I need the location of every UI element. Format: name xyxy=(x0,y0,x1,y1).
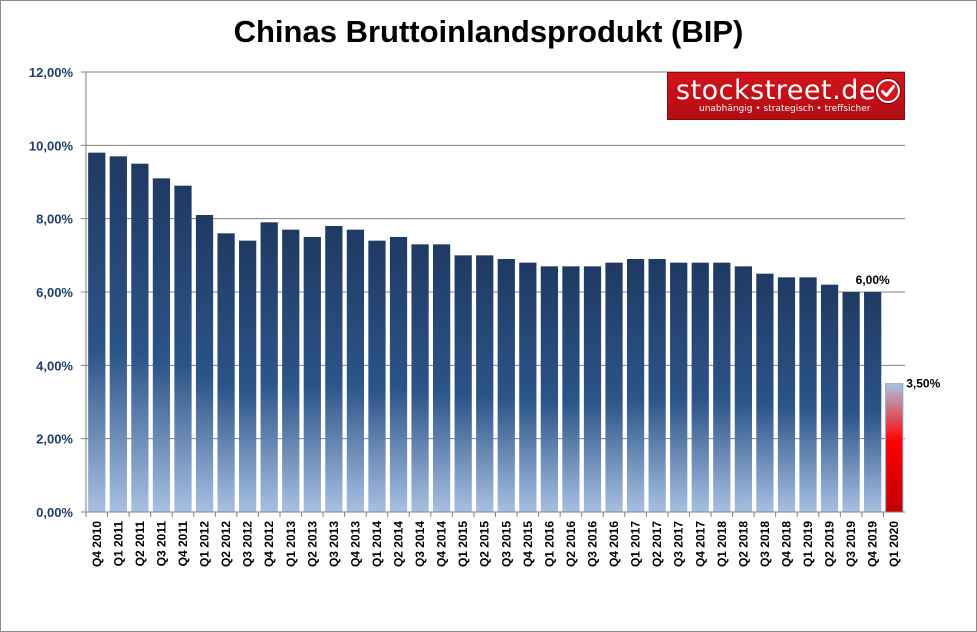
x-tick-label: Q1 2017 xyxy=(629,521,643,567)
bar xyxy=(282,229,300,512)
bar xyxy=(88,152,106,512)
bar xyxy=(389,237,408,512)
bar xyxy=(152,178,171,513)
x-tick-label: Q2 2014 xyxy=(392,521,406,567)
y-tick-label: 0,00% xyxy=(36,505,73,520)
bar xyxy=(109,156,127,513)
y-tick-label: 6,00% xyxy=(36,285,73,300)
data-label: 6,00% xyxy=(856,273,890,287)
x-tick-label: Q4 2019 xyxy=(866,521,880,567)
bar xyxy=(648,259,666,512)
bar xyxy=(454,255,472,513)
bar xyxy=(734,266,752,512)
x-tick-label: Q1 2013 xyxy=(284,521,298,567)
bar xyxy=(497,259,515,512)
logo-tagline: unabhängig • strategisch • treffsicher xyxy=(699,104,871,114)
x-tick-label: Q4 2018 xyxy=(779,521,793,567)
bar xyxy=(368,240,386,512)
x-tick-label: Q3 2018 xyxy=(758,521,772,567)
bar xyxy=(626,259,645,512)
x-tick-label: Q2 2015 xyxy=(478,521,492,567)
y-axis-ticks: 0,00% 2,00% 4,00% 6,00% 8,00% 10,00% 12,00% xyxy=(29,65,86,520)
x-tick-label: Q4 2016 xyxy=(607,521,621,567)
bar xyxy=(799,277,817,512)
bar-highlight xyxy=(885,383,904,513)
x-tick-label: Q4 2012 xyxy=(262,521,276,567)
x-tick-label: Q4 2015 xyxy=(521,521,535,567)
x-tick-label: Q3 2016 xyxy=(585,521,599,567)
bar xyxy=(691,262,709,512)
x-tick-label: Q1 2011 xyxy=(111,521,125,567)
x-tick-label: Q1 2016 xyxy=(542,521,556,567)
x-tick-label: Q1 2018 xyxy=(715,521,729,567)
bar xyxy=(195,215,214,512)
x-tick-label: Q3 2014 xyxy=(413,521,427,567)
x-tick-label: Q2 2012 xyxy=(219,521,233,567)
x-tick-label: Q2 2019 xyxy=(823,521,837,567)
bar xyxy=(476,255,494,513)
bars xyxy=(88,152,904,513)
bar xyxy=(605,262,623,512)
x-axis-ticks: Q4 2010 Q1 2011 Q2 2011 Q3 2011 Q4 2011 Q1 20… xyxy=(85,512,901,567)
y-tick-label: 2,00% xyxy=(36,432,73,447)
bar xyxy=(562,266,580,512)
bar xyxy=(777,277,796,512)
x-tick-label: Q2 2017 xyxy=(650,521,664,567)
x-tick-label: Q3 2012 xyxy=(241,521,255,567)
x-tick-label: Q2 2016 xyxy=(564,521,578,567)
bar xyxy=(519,262,537,512)
bar xyxy=(713,262,731,512)
stockstreet-logo: stockstreet.de unabhängig • strategisch … xyxy=(667,72,905,120)
y-tick-label: 4,00% xyxy=(36,358,73,373)
x-tick-label: Q4 2013 xyxy=(348,521,362,567)
y-tick-label: 8,00% xyxy=(36,212,73,227)
x-tick-label: Q3 2017 xyxy=(672,521,686,567)
bar xyxy=(346,229,365,512)
bar xyxy=(303,237,321,512)
chart-title: Chinas Bruttoinlandsprodukt (BIP) xyxy=(233,14,744,49)
x-tick-label: Q1 2020 xyxy=(887,521,901,567)
bar xyxy=(820,284,839,512)
bar xyxy=(432,244,451,513)
x-tick-label: Q3 2013 xyxy=(327,521,341,567)
bar xyxy=(670,262,688,512)
x-tick-label: Q4 2010 xyxy=(90,521,104,567)
bar xyxy=(131,163,149,512)
bar xyxy=(583,266,602,512)
x-tick-label: Q4 2011 xyxy=(176,521,190,567)
bar xyxy=(756,273,774,512)
x-tick-label: Q2 2011 xyxy=(133,521,147,567)
bar xyxy=(411,244,429,513)
x-tick-label: Q4 2014 xyxy=(435,521,449,567)
checkmark-icon xyxy=(875,78,901,104)
data-labels: 6,00% 3,50% xyxy=(856,273,941,391)
x-tick-label: Q2 2018 xyxy=(736,521,750,567)
bar xyxy=(540,266,559,512)
bar xyxy=(260,222,278,513)
y-tick-label: 12,00% xyxy=(29,65,74,80)
x-tick-label: Q1 2014 xyxy=(370,521,384,567)
bar xyxy=(864,292,882,512)
data-label: 3,50% xyxy=(906,377,940,391)
bar xyxy=(174,185,192,512)
bar xyxy=(217,233,235,513)
x-tick-label: Q3 2015 xyxy=(499,521,513,567)
bar xyxy=(239,240,257,512)
bar xyxy=(325,226,343,512)
x-tick-label: Q2 2013 xyxy=(305,521,319,567)
x-tick-label: Q4 2017 xyxy=(693,521,707,567)
x-tick-label: Q3 2019 xyxy=(844,521,858,567)
x-tick-label: Q1 2012 xyxy=(198,521,212,567)
x-tick-label: Q1 2019 xyxy=(801,521,815,567)
bar xyxy=(842,292,860,512)
x-tick-label: Q3 2011 xyxy=(154,521,168,567)
logo-wordmark: stockstreet.de xyxy=(676,75,876,106)
y-tick-label: 10,00% xyxy=(29,138,74,153)
x-tick-label: Q1 2015 xyxy=(456,521,470,567)
